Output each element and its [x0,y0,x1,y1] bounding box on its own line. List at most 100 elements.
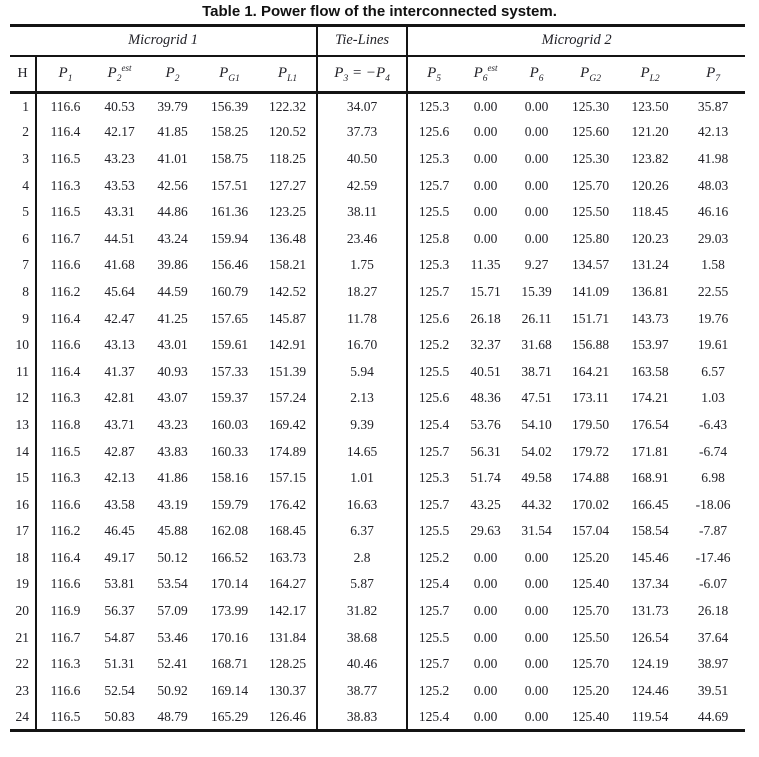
value-cell: 157.15 [268,470,307,486]
hour-cell: 3 [10,145,37,173]
value-cell: 164.27 [268,576,307,592]
value-cell: 125.4 [418,416,450,432]
value-cell: 29.03 [697,230,729,246]
value-cell: 126.46 [268,708,307,724]
value-cell: 125.2 [418,337,450,353]
value-cell: 179.72 [572,443,610,459]
hour-cell: 1 [10,92,37,120]
value-cell: 116.7 [50,230,81,246]
hour-cell: 13 [10,411,37,439]
value-cell: 123.25 [268,204,307,220]
value-cell: 43.71 [104,416,135,432]
value-cell: 168.45 [268,523,307,539]
hour-cell: 17 [10,518,37,545]
value-cell: 43.53 [104,177,135,193]
value-cell: 169.14 [210,682,249,698]
table-row: 2 116.4 42.17 41.85 158.25 120.52 37.73 125.6 0.… [10,119,745,146]
value-cell: 116.4 [50,549,81,565]
value-cell: 0.00 [524,150,549,166]
value-cell: 142.91 [268,337,307,353]
value-cell: 0.00 [473,656,498,672]
value-cell: 157.65 [210,310,249,326]
value-cell: 40.51 [470,363,501,379]
value-cell: 118.25 [269,150,306,166]
value-cell: 125.7 [418,443,450,459]
value-cell: 26.18 [470,310,501,326]
value-cell: 0.00 [473,603,498,619]
value-cell: 156.88 [572,337,610,353]
value-cell: 170.16 [210,629,249,645]
value-cell: 174.88 [572,470,610,486]
value-cell: -17.46 [695,549,731,565]
table-row: 9 116.4 42.47 41.25 157.65 145.87 11.78 125.6 26… [10,305,745,332]
value-cell: 48.36 [470,390,501,406]
value-cell: 153.97 [631,337,669,353]
value-cell: 173.99 [210,603,249,619]
column-header-pl1: PL1 [259,55,318,94]
column-header-pl2: PL2 [619,55,682,94]
table-row: 13 116.8 43.71 43.23 160.03 169.42 9.39 125.4 53… [10,411,745,439]
tie-line-value-cell: 2.8 [316,544,409,572]
value-cell: 156.46 [210,257,249,273]
value-cell: 116.2 [50,523,81,539]
tie-line-value-cell: 38.77 [316,677,409,705]
value-cell: 116.6 [50,682,81,698]
column-header-row: H P1 P2est P2 PG1 PL1 P3 = −P4 P5 P6est … [10,55,746,94]
value-cell: 125.6 [418,390,450,406]
value-cell: 166.45 [631,496,669,512]
table-row: 5 116.5 43.31 44.86 161.36 123.25 38.11 125.5 0.… [10,198,745,226]
hour-cell: 16 [10,491,37,518]
column-header-pg2: PG2 [562,55,620,94]
value-cell: 43.19 [157,496,188,512]
table-row: 18 116.4 49.17 50.12 166.52 163.73 2.8 125.2 0.0… [10,544,745,572]
value-cell: 125.20 [572,549,610,565]
table-row: 6 116.7 44.51 43.24 159.94 136.48 23.46 125.8 0.… [10,225,745,253]
value-cell: 125.4 [418,576,450,592]
value-cell: 116.4 [50,363,81,379]
table-row: 7 116.6 41.68 39.86 156.46 158.21 1.75 125.3 11.… [10,252,745,279]
value-cell: 43.83 [157,443,188,459]
value-cell: 125.5 [418,204,450,220]
value-cell: 44.51 [104,230,135,246]
value-cell: 19.61 [697,337,729,353]
value-cell: 41.98 [697,150,729,166]
value-cell: 0.00 [524,204,549,220]
value-cell: 54.10 [521,416,552,432]
value-cell: 169.42 [268,416,307,432]
tie-line-value-cell: 16.70 [316,331,409,359]
value-cell: 0.00 [524,629,549,645]
value-cell: 116.2 [50,283,81,299]
value-cell: 42.13 [697,124,729,140]
value-cell: 159.37 [210,390,249,406]
hour-cell: 10 [10,331,37,359]
tie-line-value-cell: 5.94 [316,358,409,386]
hour-cell: 21 [10,624,37,651]
power-flow-table: Microgrid 1 Tie-Lines Microgrid 2 H P1 P… [10,24,746,733]
tie-line-value-cell: 23.46 [316,225,409,253]
value-cell: 42.13 [104,470,135,486]
value-cell: 171.81 [631,443,669,459]
table-row: 14 116.5 42.87 43.83 160.33 174.89 14.65 125.7 5… [10,438,745,465]
value-cell: 0.00 [524,708,549,724]
hour-cell: 12 [10,385,37,412]
tie-line-value-cell: 9.39 [316,411,409,439]
value-cell: 125.2 [418,549,450,565]
table-row: 15 116.3 42.13 41.86 158.16 157.15 1.01 125.3 51… [10,464,745,492]
tie-line-value-cell: 38.68 [316,624,409,651]
value-cell: 41.85 [157,124,188,140]
value-cell: 131.24 [631,257,669,273]
value-cell: 43.01 [157,337,188,353]
value-cell: 43.25 [470,496,501,512]
value-cell: 118.45 [631,204,669,220]
value-cell: 40.93 [157,363,188,379]
value-cell: 158.54 [631,523,669,539]
table-row: 1 116.6 40.53 39.79 156.39 122.32 34.07 125.3 0.… [10,92,745,120]
value-cell: 125.70 [572,603,610,619]
value-cell: 174.21 [631,390,669,406]
value-cell: 41.25 [157,310,188,326]
value-cell: 44.59 [157,283,188,299]
value-cell: 168.71 [210,656,249,672]
value-cell: 125.3 [418,470,450,486]
value-cell: 43.23 [157,416,188,432]
value-cell: 116.6 [50,98,81,114]
